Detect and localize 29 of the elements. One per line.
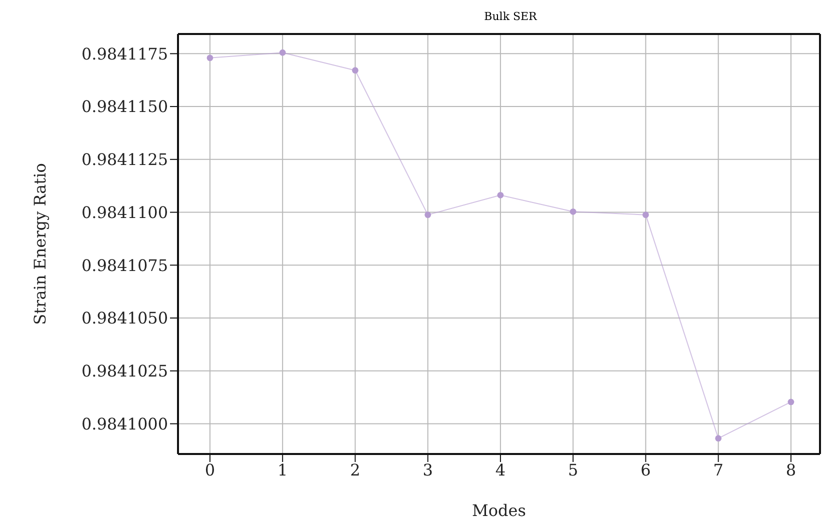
y-tick-label: 0.9841050 bbox=[81, 308, 168, 328]
y-tick-label: 0.9841075 bbox=[81, 256, 168, 275]
point bbox=[642, 212, 649, 218]
x-tick-label: 3 bbox=[422, 460, 433, 480]
x-tick-label: 5 bbox=[568, 460, 578, 480]
y-tick-label: 0.9841125 bbox=[81, 150, 168, 170]
x-tick-label: 8 bbox=[786, 460, 796, 480]
y-tick-label: 0.9841000 bbox=[81, 414, 168, 434]
point bbox=[206, 54, 214, 62]
point bbox=[497, 192, 504, 198]
point bbox=[715, 435, 722, 442]
point bbox=[352, 67, 358, 74]
point bbox=[788, 398, 794, 406]
x-tick-label: 0 bbox=[204, 460, 216, 480]
x-tick-label: 6 bbox=[640, 460, 651, 480]
y-tick-label: 0.9841150 bbox=[81, 97, 168, 116]
point bbox=[424, 212, 432, 218]
x-tick-label: 2 bbox=[350, 460, 360, 480]
y-axis-title: Strain Energy Ratio bbox=[30, 163, 50, 325]
x-tick-label: 7 bbox=[713, 460, 724, 480]
x-axis-title: Modes bbox=[472, 501, 526, 520]
point bbox=[279, 49, 286, 56]
chart-title: Bulk SER bbox=[483, 10, 538, 23]
point bbox=[570, 208, 576, 215]
y-tick-label: 0.9841100 bbox=[81, 202, 168, 222]
y-tick-label: 0.9841175 bbox=[81, 44, 168, 64]
x-tick-label: 1 bbox=[277, 460, 288, 480]
y-tick-label: 0.9841025 bbox=[81, 362, 168, 381]
x-tick-label: 4 bbox=[495, 460, 506, 480]
